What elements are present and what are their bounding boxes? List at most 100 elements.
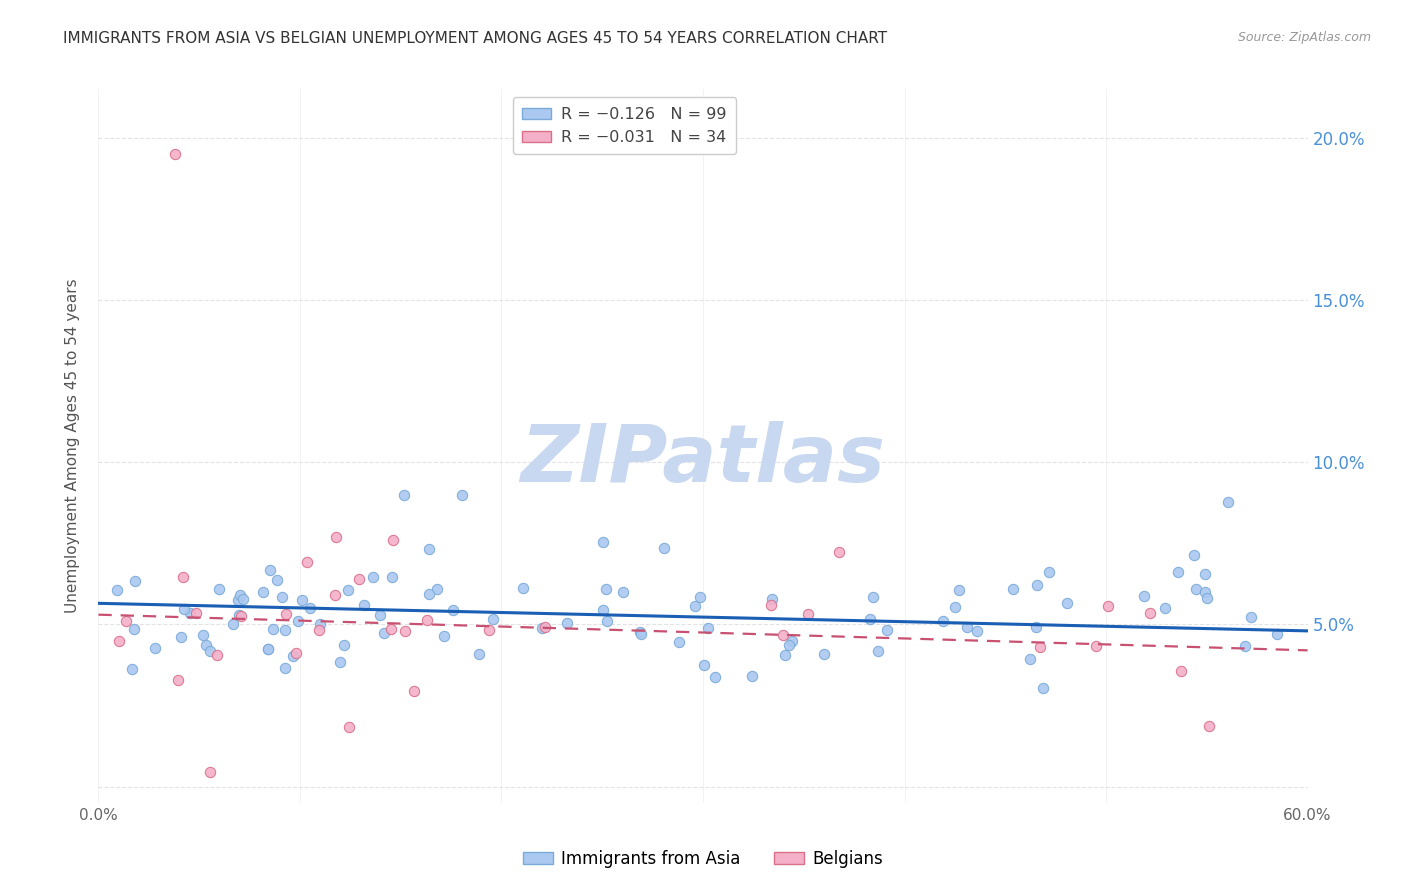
Point: [1084, 639, 1107, 653]
Point: [198, 764, 221, 779]
Point: [1233, 639, 1256, 653]
Point: [333, 638, 356, 652]
Point: [170, 631, 193, 645]
Point: [163, 147, 186, 161]
Point: [291, 592, 314, 607]
Point: [859, 612, 882, 626]
Point: [194, 638, 217, 652]
Point: [329, 655, 352, 669]
Point: [337, 720, 360, 734]
Point: [1194, 585, 1216, 599]
Point: [193, 628, 215, 642]
Point: [468, 647, 491, 661]
Point: [1038, 566, 1060, 580]
Point: [441, 603, 464, 617]
Point: [592, 603, 614, 617]
Point: [1240, 610, 1263, 624]
Point: [353, 599, 375, 613]
Point: [696, 621, 718, 635]
Point: [418, 587, 440, 601]
Point: [392, 488, 415, 502]
Point: [121, 662, 143, 676]
Point: [432, 629, 454, 643]
Point: [172, 570, 194, 584]
Point: [741, 668, 763, 682]
Point: [270, 591, 292, 605]
Point: [773, 648, 796, 662]
Point: [704, 670, 727, 684]
Point: [274, 661, 297, 675]
Point: [309, 617, 332, 632]
Point: [595, 582, 617, 597]
Point: [418, 542, 440, 557]
Point: [122, 622, 145, 636]
Point: [1097, 599, 1119, 613]
Point: [257, 642, 280, 657]
Point: [380, 622, 402, 636]
Point: [1182, 548, 1205, 562]
Point: [252, 585, 274, 599]
Point: [1001, 582, 1024, 596]
Point: [592, 534, 614, 549]
Point: [778, 638, 800, 652]
Point: [285, 646, 308, 660]
Text: Source: ZipAtlas.com: Source: ZipAtlas.com: [1237, 31, 1371, 45]
Point: [347, 573, 370, 587]
Point: [1018, 652, 1040, 666]
Point: [228, 607, 250, 622]
Point: [184, 606, 207, 620]
Point: [295, 555, 318, 569]
Point: [402, 684, 425, 698]
Point: [229, 588, 252, 602]
Point: [1026, 578, 1049, 592]
Point: [862, 590, 884, 604]
Point: [1133, 590, 1156, 604]
Point: [1198, 719, 1220, 733]
Point: [683, 599, 706, 614]
Point: [105, 582, 128, 597]
Point: [652, 541, 675, 556]
Point: [813, 647, 835, 661]
Point: [426, 582, 449, 597]
Point: [1197, 591, 1219, 605]
Point: [1216, 495, 1239, 509]
Point: [107, 634, 129, 648]
Point: [481, 611, 503, 625]
Point: [229, 609, 252, 624]
Point: [337, 582, 360, 597]
Point: [1139, 606, 1161, 620]
Y-axis label: Unemployment Among Ages 45 to 54 years: Unemployment Among Ages 45 to 54 years: [65, 278, 80, 614]
Point: [512, 581, 534, 595]
Point: [693, 657, 716, 672]
Point: [394, 624, 416, 638]
Point: [477, 623, 499, 637]
Point: [1029, 640, 1052, 654]
Text: IMMIGRANTS FROM ASIA VS BELGIAN UNEMPLOYMENT AMONG AGES 45 TO 54 YEARS CORRELATI: IMMIGRANTS FROM ASIA VS BELGIAN UNEMPLOY…: [63, 31, 887, 46]
Point: [534, 620, 557, 634]
Point: [173, 602, 195, 616]
Point: [596, 614, 619, 628]
Point: [866, 643, 889, 657]
Legend: Immigrants from Asia, Belgians: Immigrants from Asia, Belgians: [516, 844, 890, 875]
Point: [772, 628, 794, 642]
Text: ZIPatlas: ZIPatlas: [520, 421, 886, 500]
Point: [259, 563, 281, 577]
Point: [276, 607, 298, 621]
Point: [361, 570, 384, 584]
Point: [207, 648, 229, 662]
Point: [555, 616, 578, 631]
Point: [1170, 664, 1192, 678]
Point: [325, 530, 347, 544]
Point: [368, 607, 391, 622]
Point: [761, 592, 783, 607]
Point: [1032, 681, 1054, 695]
Point: [381, 570, 404, 584]
Point: [689, 590, 711, 604]
Point: [948, 582, 970, 597]
Point: [323, 588, 346, 602]
Point: [530, 621, 553, 635]
Point: [628, 624, 651, 639]
Point: [668, 635, 690, 649]
Point: [287, 614, 309, 628]
Point: [145, 640, 167, 655]
